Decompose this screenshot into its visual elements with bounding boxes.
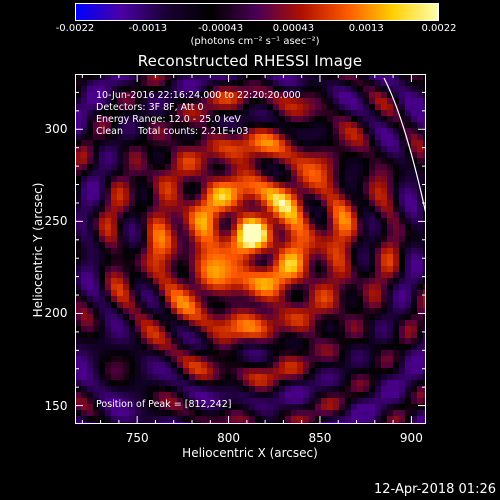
solar-limb-line: [383, 77, 426, 215]
annotation-energy-range: Energy Range: 12.0 - 25.0 keV: [96, 114, 241, 125]
colorbar-tick-label: -0.00043: [198, 23, 244, 34]
y-tick-label: 250: [44, 214, 68, 229]
plot-title: Reconstructed RHESSI Image: [137, 52, 363, 70]
plot-frame: [75, 74, 426, 424]
timestamp: 12-Apr-2018 01:26: [374, 482, 496, 497]
x-tick-label: 850: [308, 431, 332, 445]
colorbar-tick-label: -0.0013: [128, 23, 168, 34]
y-axis-label: Heliocentric Y (arcsec): [31, 182, 45, 318]
y-tick-label: 300: [44, 122, 68, 137]
y-tick-label: 150: [44, 398, 68, 413]
annotation-peak-position: Position of Peak = [812,242]: [96, 399, 231, 410]
annotation-detectors: Detectors: 3F 8F, Att 0: [96, 102, 204, 113]
colorbar-tick-label: 0.00043: [272, 23, 315, 34]
x-tick-label: 800: [217, 431, 241, 445]
colorbar: [75, 3, 439, 21]
x-tick-label: 900: [399, 431, 423, 445]
colorbar-tick-label: 0.0022: [421, 23, 457, 34]
annotation-method-counts: Clean Total counts: 2.21E+03: [96, 126, 248, 137]
annotation-time-range: 10-Jun-2016 22:16:24.000 to 22:20:20.000: [96, 90, 301, 101]
heatmap: [75, 74, 426, 424]
y-tick-label: 200: [44, 306, 68, 321]
rhessi-image-plot: 10-Jun-2016 22:16:24.000 to 22:20:20.000…: [75, 74, 426, 424]
x-tick-label: 750: [125, 431, 149, 445]
colorbar-tick-label: -0.0022: [55, 23, 95, 34]
colorbar-tick-label: 0.0013: [348, 23, 384, 34]
colorbar-unit-label: (photons cm⁻² s⁻¹ asec⁻²): [190, 36, 320, 47]
x-axis-label: Heliocentric X (arcsec): [182, 446, 318, 460]
